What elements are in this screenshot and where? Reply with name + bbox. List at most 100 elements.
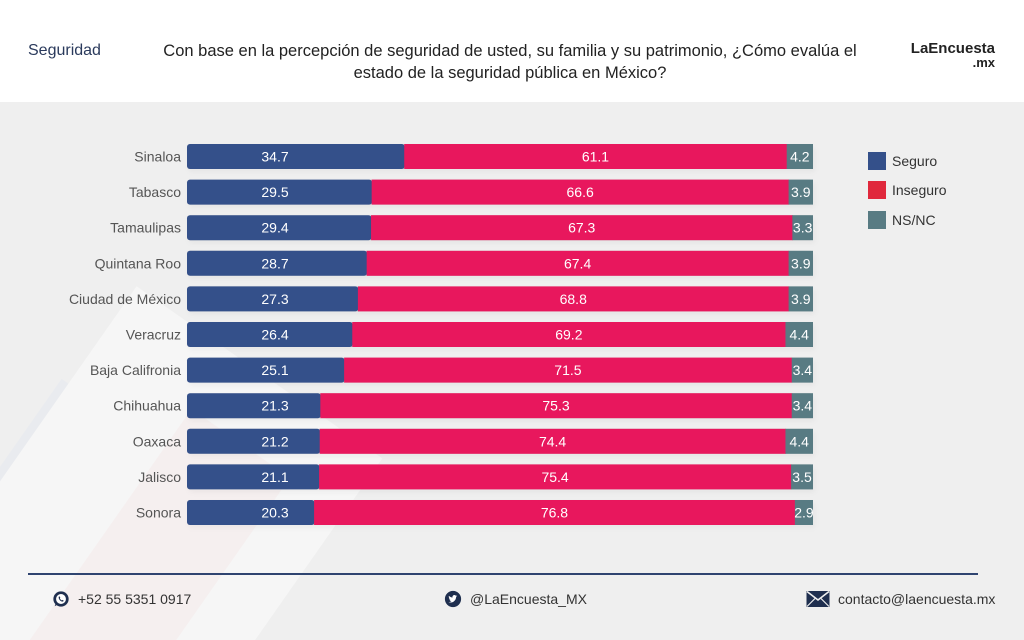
data-label: 61.1 (582, 149, 609, 165)
bar-segment-seguro (187, 357, 345, 383)
data-label: 75.4 (541, 469, 568, 485)
bar-segment-inseguro (366, 250, 790, 276)
bar-segment-inseguro (357, 286, 790, 312)
chart-title: Con base en la percepción de seguridad d… (163, 42, 857, 82)
category-label: Quintana Roo (95, 255, 182, 271)
data-label: 21.1 (261, 469, 288, 485)
data-label: 3.9 (791, 291, 811, 307)
data-label: 4.2 (790, 149, 810, 165)
category-label: Oaxaca (133, 433, 181, 449)
data-label: 3.3 (793, 220, 813, 236)
category-label: Tabasco (129, 184, 181, 200)
legend-swatch (868, 181, 886, 200)
bar-segment-inseguro (319, 464, 792, 490)
bar-row: Quintana Roo 28.7 67.4 3.9 (95, 250, 813, 276)
bar-segment-inseguro (314, 500, 796, 525)
bar-segment-seguro (187, 322, 353, 347)
footer-twitter[interactable]: @LaEncuesta_MX (444, 590, 587, 608)
data-label: 3.4 (793, 362, 813, 378)
data-label: 3.9 (791, 255, 811, 271)
data-label: 3.9 (791, 184, 811, 200)
bar-segment-seguro (187, 179, 373, 205)
data-label: 3.4 (793, 398, 813, 414)
bar-row: Sonora 20.3 76.8 2.9 (136, 500, 814, 525)
data-label: 2.9 (794, 505, 814, 521)
data-label: 67.4 (564, 255, 591, 271)
data-label: 20.3 (261, 505, 288, 521)
bar-segment-inseguro (371, 179, 790, 205)
data-label: 68.8 (560, 291, 587, 307)
category-label: Chihuahua (113, 398, 181, 414)
legend-item-inseguro: Inseguro (868, 176, 946, 206)
footer-divider (28, 573, 978, 575)
data-label: 4.4 (789, 327, 809, 343)
bar-segment-nsnc (788, 179, 813, 205)
footer-phone: +52 55 5351 0917 (52, 590, 191, 608)
bar-segment-nsnc (785, 322, 813, 347)
envelope-icon (806, 590, 830, 607)
bar-segment-seguro (187, 464, 320, 490)
bar-row: Tamaulipas 29.4 67.3 3.3 (110, 215, 813, 241)
bar-row: Baja Califronia 25.1 71.5 3.4 (90, 357, 813, 383)
category-label: Jalisco (138, 469, 181, 485)
bar-segment-seguro (187, 393, 321, 419)
footer-email[interactable]: contacto@laencuesta.mx (806, 590, 995, 608)
data-label: 29.5 (261, 184, 288, 200)
data-label: 26.4 (261, 327, 288, 343)
category-label: Sinaloa (134, 149, 181, 165)
bar-segment-nsnc (788, 286, 813, 312)
category-label: Sonora (136, 505, 181, 521)
bar-segment-nsnc (791, 464, 813, 490)
data-label: 67.3 (568, 220, 595, 236)
data-label: 29.4 (261, 220, 288, 236)
header: Seguridad Con base en la percepción de s… (0, 0, 1024, 102)
category-label: Tamaulipas (110, 220, 181, 236)
data-label: 4.4 (789, 433, 809, 449)
data-label: 34.7 (261, 149, 288, 165)
data-label: 71.5 (554, 362, 581, 378)
data-label: 74.4 (539, 433, 566, 449)
bar-segment-inseguro (352, 322, 786, 347)
category-label: Veracruz (126, 327, 181, 343)
bar-segment-nsnc (794, 500, 813, 525)
bar-segment-nsnc (792, 215, 813, 241)
legend-item-seguro: Seguro (868, 146, 946, 176)
section-title: Seguridad (28, 42, 101, 59)
bar-segment-inseguro (344, 357, 793, 383)
bar-segment-nsnc (788, 250, 813, 276)
legend-item-nsnc: NS/NC (868, 205, 946, 235)
legend-swatch (868, 151, 886, 170)
legend-label: Inseguro (892, 182, 947, 199)
legend: Seguro Inseguro NS/NC (868, 146, 946, 235)
email-address[interactable]: contacto@laencuesta.mx (838, 591, 996, 607)
bar-segment-seguro (187, 215, 372, 241)
logo-sub: .mx (972, 55, 995, 70)
bar-row: Ciudad de México 27.3 68.8 3.9 (69, 286, 813, 312)
data-label: 69.2 (555, 327, 582, 343)
bar-segment-nsnc (791, 357, 813, 383)
twitter-icon (444, 590, 462, 608)
data-label: 21.3 (261, 398, 288, 414)
bar-segment-seguro (187, 144, 405, 169)
legend-label: Seguro (892, 152, 938, 169)
bar-segment-seguro (187, 428, 321, 454)
legend-label: NS/NC (892, 211, 936, 228)
data-label: 27.3 (261, 291, 288, 307)
category-label: Baja Califronia (90, 362, 181, 378)
data-label: 25.1 (261, 362, 288, 378)
data-label: 76.8 (541, 505, 568, 521)
data-label: 21.2 (261, 433, 288, 449)
bar-segment-inseguro (319, 428, 786, 454)
bar-segment-inseguro (371, 215, 793, 241)
bar-segment-nsnc (785, 428, 813, 454)
bar-segment-nsnc (791, 393, 813, 419)
data-label: 28.7 (261, 255, 288, 271)
bar-segment-seguro (187, 286, 359, 312)
bar-row: Sinaloa 34.7 61.1 4.2 (134, 144, 813, 169)
bar-row: Veracruz 26.4 69.2 4.4 (126, 322, 813, 347)
bar-segment-inseguro (320, 393, 793, 419)
twitter-handle[interactable]: @LaEncuesta_MX (470, 591, 587, 607)
bar-row: Tabasco 29.5 66.6 3.9 (129, 179, 813, 205)
bar-segment-seguro (187, 250, 368, 276)
bar-segment-seguro (187, 500, 315, 525)
